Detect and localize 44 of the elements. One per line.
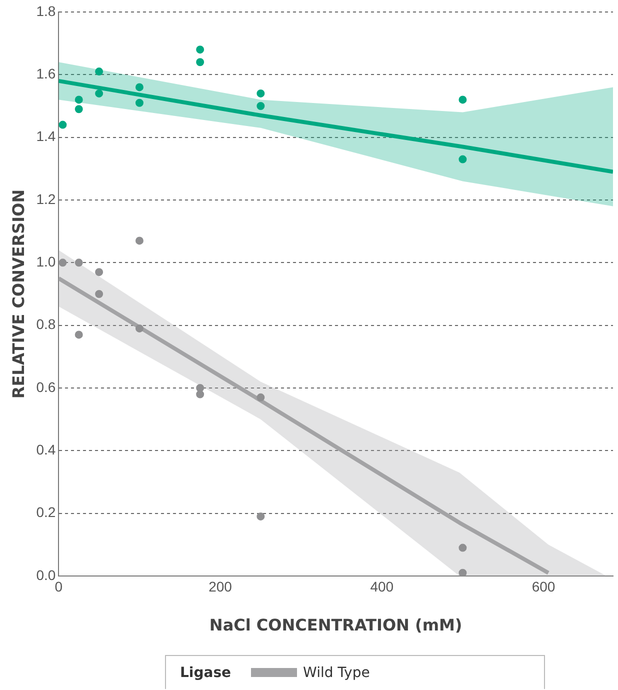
legend-title: Ligase [180, 664, 232, 680]
y-tick-label: 1.0 [36, 254, 56, 270]
point [74, 330, 83, 339]
point [74, 96, 83, 104]
point [95, 290, 104, 298]
point [196, 46, 204, 54]
x-tick-label: 600 [532, 578, 556, 594]
y-axis-title: RELATIVE CONVERSION [8, 189, 28, 399]
y-tick-label: 0.2 [36, 504, 56, 520]
y-tick-label: 1.6 [36, 66, 56, 82]
point [135, 324, 144, 332]
x-axis-title: NaCl CONCENTRATION (mM) [209, 616, 462, 635]
point [256, 393, 265, 402]
x-tick-label: 200 [208, 578, 232, 594]
y-tick-label: 1.4 [36, 128, 56, 144]
point [58, 120, 67, 129]
y-tick-label: 0.6 [36, 378, 56, 395]
y-tick-label: 0.0 [36, 566, 56, 583]
legend-label: Wild Type [303, 664, 370, 680]
point [256, 512, 265, 520]
x-tick-label: 400 [370, 578, 394, 594]
y-tick-label: 1.2 [36, 190, 56, 207]
point [135, 98, 144, 107]
point [256, 102, 265, 110]
point [74, 258, 83, 267]
point [95, 89, 104, 98]
point [95, 268, 104, 276]
y-tick-label: 0.8 [36, 316, 56, 332]
point [196, 390, 204, 398]
y-tick-label: 1.8 [36, 2, 56, 19]
point [458, 155, 467, 164]
point [58, 258, 67, 267]
point [458, 544, 467, 552]
x-tick-label: 0 [54, 578, 63, 594]
point [135, 83, 144, 92]
point [135, 236, 144, 245]
point [196, 384, 204, 392]
point [95, 68, 104, 76]
y-tick-label: 0.4 [36, 442, 56, 458]
point [74, 105, 83, 114]
point [256, 89, 265, 98]
point [196, 58, 204, 66]
point [458, 568, 467, 576]
point [458, 96, 467, 104]
